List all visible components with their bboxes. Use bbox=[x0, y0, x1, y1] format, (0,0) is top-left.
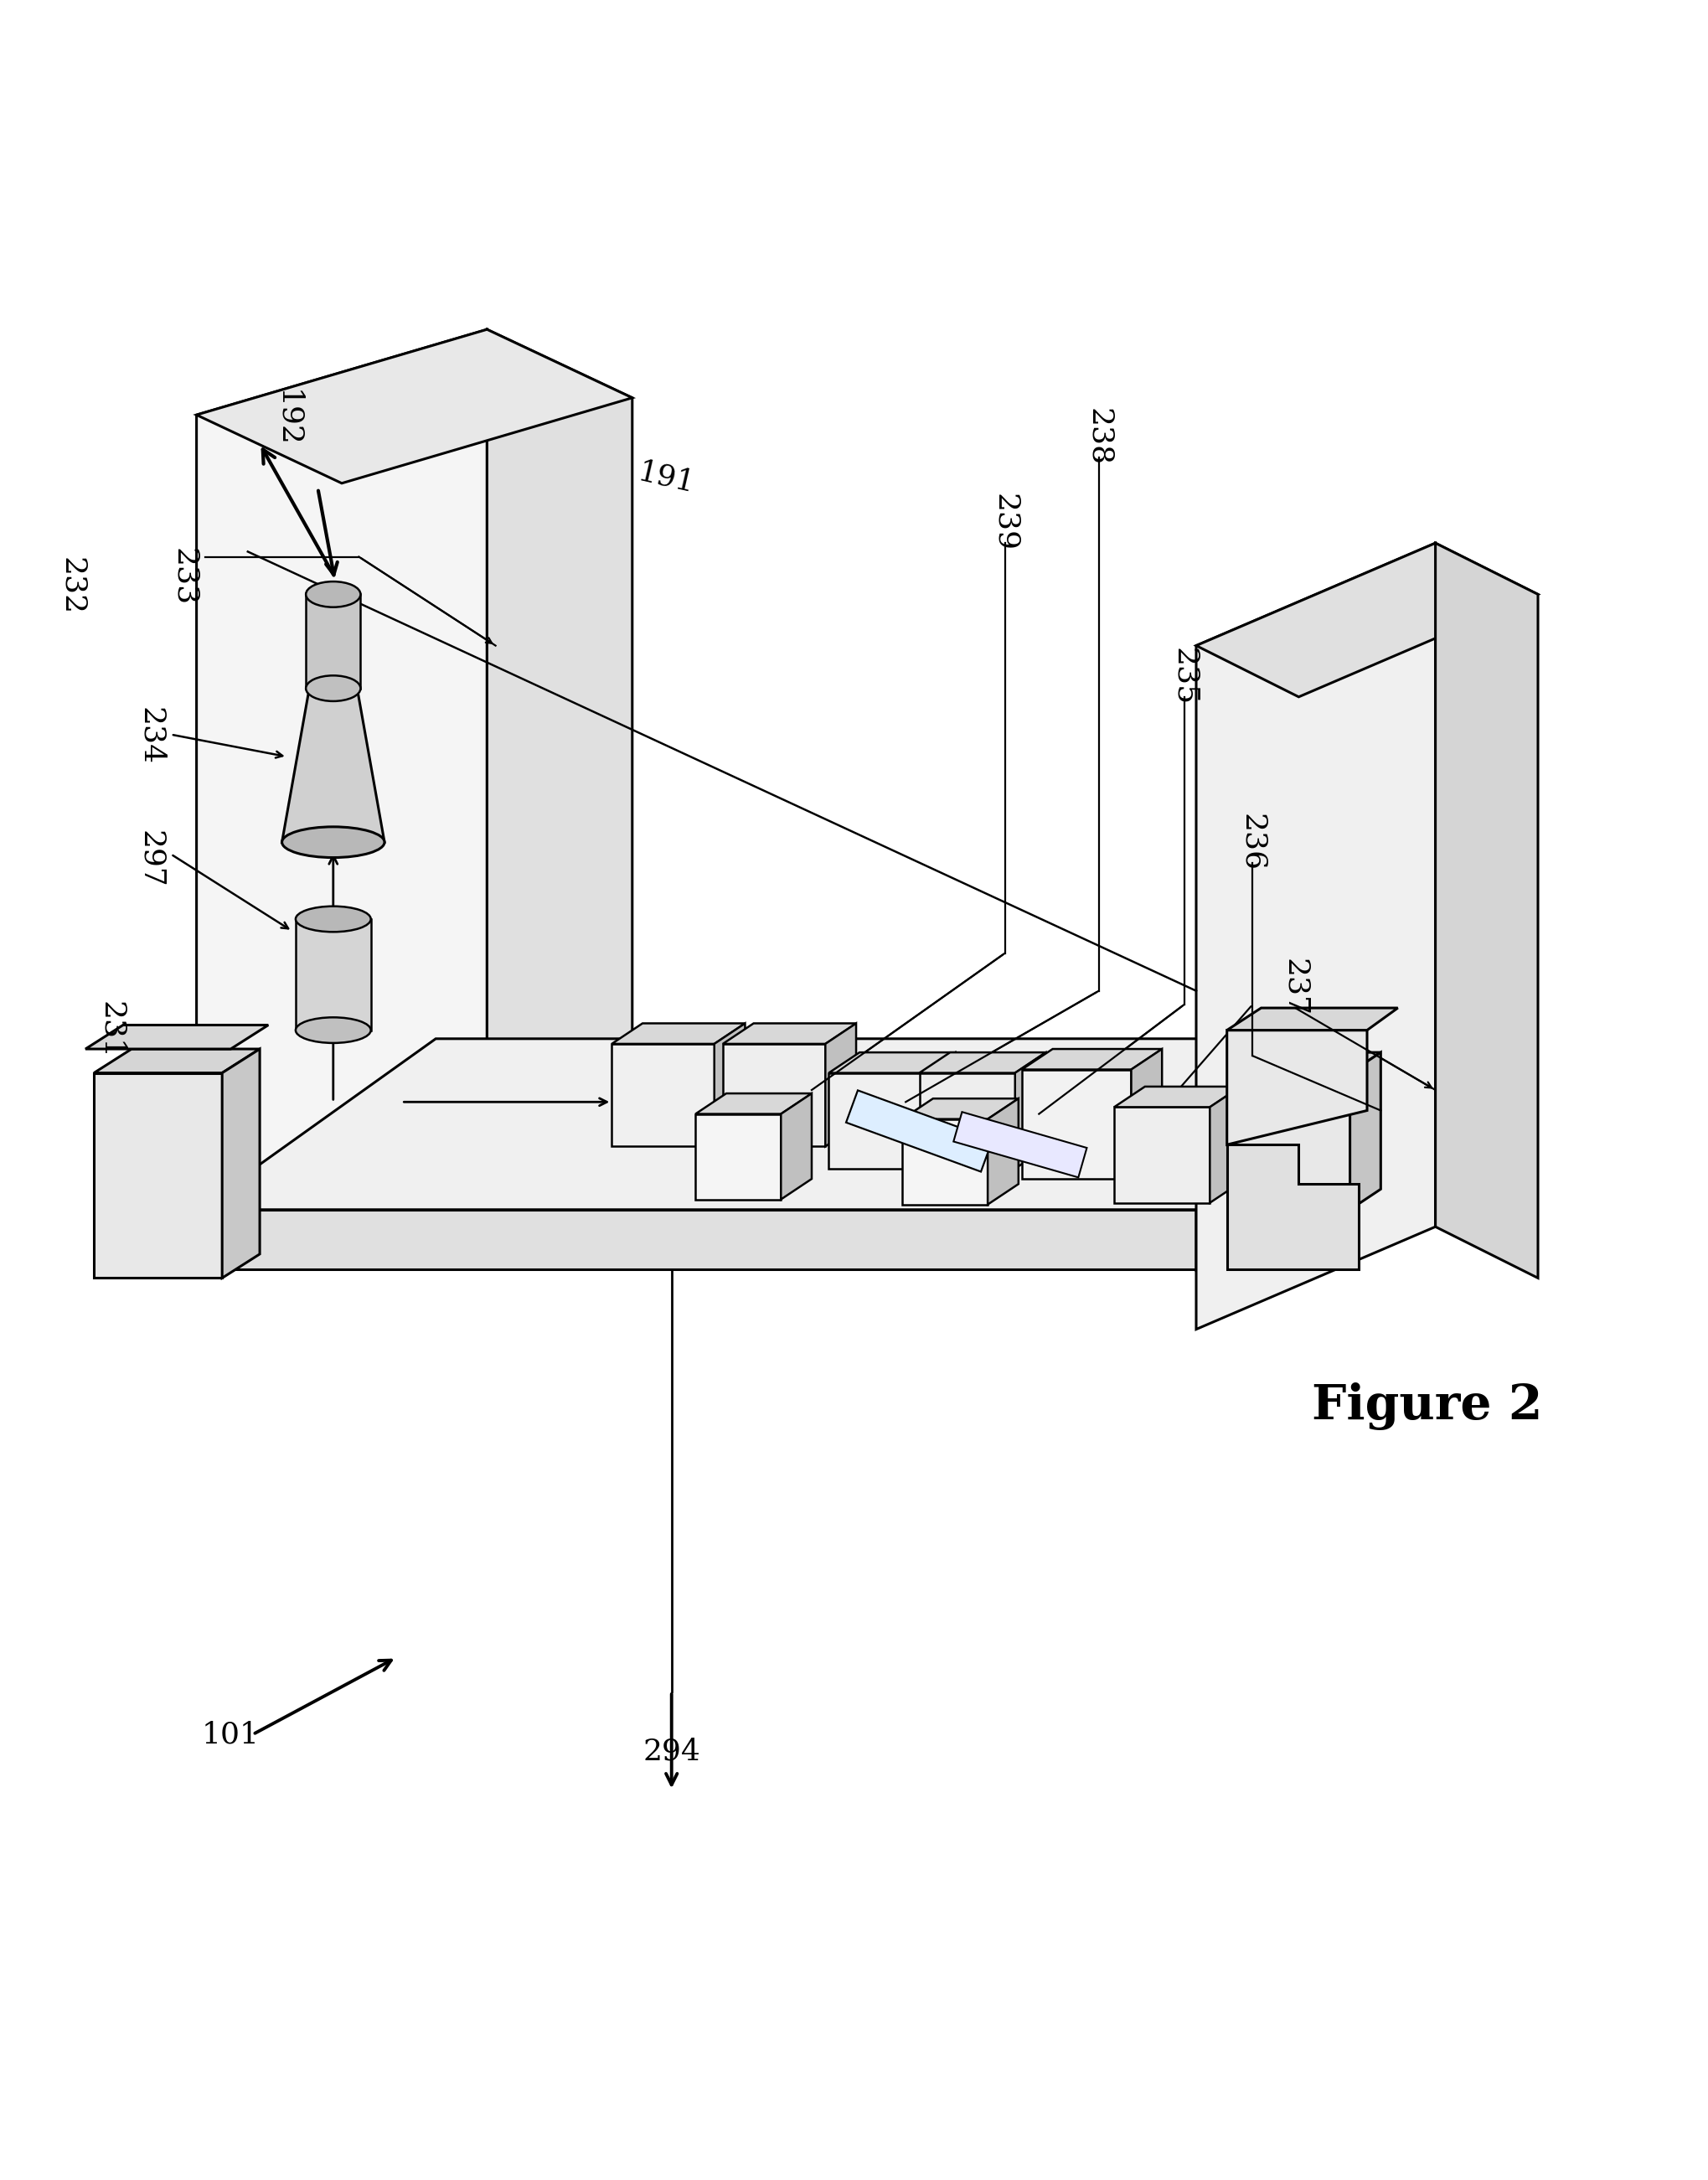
Polygon shape bbox=[828, 1053, 955, 1073]
Polygon shape bbox=[714, 1022, 745, 1147]
Text: 294: 294 bbox=[642, 1737, 700, 1766]
Polygon shape bbox=[902, 1118, 987, 1206]
Polygon shape bbox=[295, 920, 371, 1031]
Text: 239: 239 bbox=[991, 493, 1018, 552]
Text: 235: 235 bbox=[1170, 647, 1197, 706]
Polygon shape bbox=[722, 1022, 856, 1044]
Polygon shape bbox=[1196, 543, 1435, 1330]
Polygon shape bbox=[953, 1112, 1086, 1177]
Polygon shape bbox=[85, 1025, 268, 1049]
Ellipse shape bbox=[282, 826, 384, 857]
Text: Figure 2: Figure 2 bbox=[1310, 1382, 1542, 1430]
Polygon shape bbox=[1230, 1073, 1349, 1210]
Text: 192: 192 bbox=[273, 390, 301, 447]
Polygon shape bbox=[828, 1073, 924, 1168]
Polygon shape bbox=[1015, 1053, 1045, 1168]
Text: 232: 232 bbox=[58, 556, 85, 615]
Polygon shape bbox=[1114, 1086, 1240, 1107]
Polygon shape bbox=[487, 329, 632, 1192]
Polygon shape bbox=[1209, 1086, 1240, 1203]
Polygon shape bbox=[196, 1038, 1435, 1210]
Polygon shape bbox=[695, 1094, 811, 1114]
Text: 233: 233 bbox=[171, 547, 198, 606]
Polygon shape bbox=[1114, 1107, 1209, 1203]
Polygon shape bbox=[196, 1210, 1196, 1269]
Text: 234: 234 bbox=[137, 706, 164, 765]
Text: 191: 191 bbox=[635, 458, 697, 499]
Polygon shape bbox=[695, 1114, 781, 1199]
Polygon shape bbox=[1196, 1038, 1435, 1269]
Polygon shape bbox=[222, 1049, 260, 1277]
Text: 297: 297 bbox=[137, 831, 164, 887]
Text: 231: 231 bbox=[97, 1001, 125, 1059]
Ellipse shape bbox=[295, 1018, 371, 1042]
Polygon shape bbox=[282, 689, 384, 841]
Polygon shape bbox=[1435, 543, 1537, 1277]
Polygon shape bbox=[845, 1090, 992, 1171]
Polygon shape bbox=[94, 1073, 222, 1277]
Polygon shape bbox=[924, 1053, 955, 1168]
Text: 238: 238 bbox=[1085, 408, 1112, 467]
Ellipse shape bbox=[306, 582, 360, 608]
Polygon shape bbox=[1196, 543, 1537, 698]
Polygon shape bbox=[196, 329, 487, 1210]
Text: 101: 101 bbox=[202, 1720, 260, 1748]
Text: 237: 237 bbox=[1281, 959, 1308, 1016]
Polygon shape bbox=[94, 1049, 260, 1073]
Polygon shape bbox=[611, 1022, 745, 1044]
Ellipse shape bbox=[295, 907, 371, 931]
Polygon shape bbox=[1021, 1049, 1161, 1070]
Polygon shape bbox=[196, 329, 632, 484]
Polygon shape bbox=[1226, 1144, 1358, 1269]
Polygon shape bbox=[1226, 1007, 1397, 1031]
Ellipse shape bbox=[309, 680, 357, 698]
Text: 236: 236 bbox=[1238, 813, 1266, 872]
Polygon shape bbox=[722, 1044, 825, 1147]
Polygon shape bbox=[781, 1094, 811, 1199]
Ellipse shape bbox=[306, 676, 360, 702]
Polygon shape bbox=[1226, 1031, 1366, 1144]
Polygon shape bbox=[1349, 1053, 1380, 1210]
Polygon shape bbox=[306, 595, 360, 689]
Polygon shape bbox=[825, 1022, 856, 1147]
Polygon shape bbox=[611, 1044, 714, 1147]
Polygon shape bbox=[1131, 1049, 1161, 1179]
Polygon shape bbox=[919, 1053, 1045, 1073]
Polygon shape bbox=[1021, 1070, 1131, 1179]
Polygon shape bbox=[1230, 1053, 1380, 1073]
Polygon shape bbox=[902, 1099, 1018, 1118]
Polygon shape bbox=[919, 1073, 1015, 1168]
Polygon shape bbox=[987, 1099, 1018, 1206]
